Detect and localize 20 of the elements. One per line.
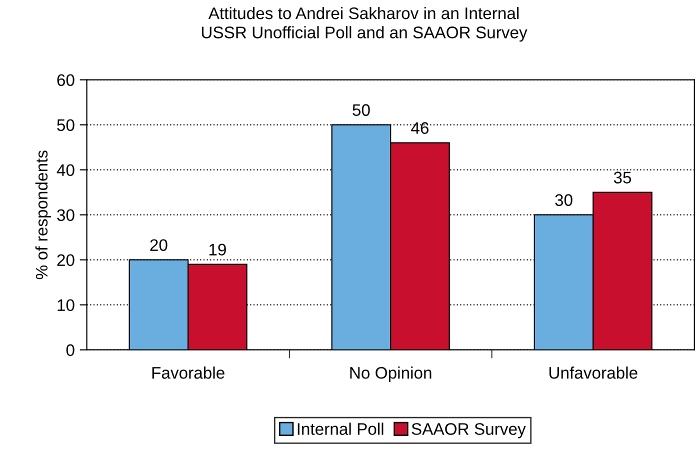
data-label: 30 [555,194,572,206]
data-label: 20 [150,239,168,251]
x-tick-label: No Opinion [350,366,432,382]
data-label: 46 [411,122,429,134]
legend-label: Internal Poll [298,422,384,435]
y-tick-label: 50 [57,119,74,132]
data-label: 50 [352,104,370,116]
data-label: 35 [614,172,632,184]
x-tick-label: Favorable [152,366,224,379]
chart-title: Attitudes to Andrei Sakharov in an Internal USSR Unofficial Poll and an SAAOR Survey [202,6,528,42]
y-tick-label: 10 [58,299,74,312]
y-tick-label: 30 [57,209,74,222]
y-tick-label: 40 [56,164,74,176]
y-tick-label: 60 [57,74,74,86]
legend-label: SAAOR Survey [412,423,526,438]
y-tick-label: 20 [57,254,74,266]
y-axis-title: % of respondents [35,150,51,280]
data-label: 19 [209,244,226,256]
x-tick-label: Unfavorable [549,366,638,379]
y-tick-label: 0 [66,344,74,356]
